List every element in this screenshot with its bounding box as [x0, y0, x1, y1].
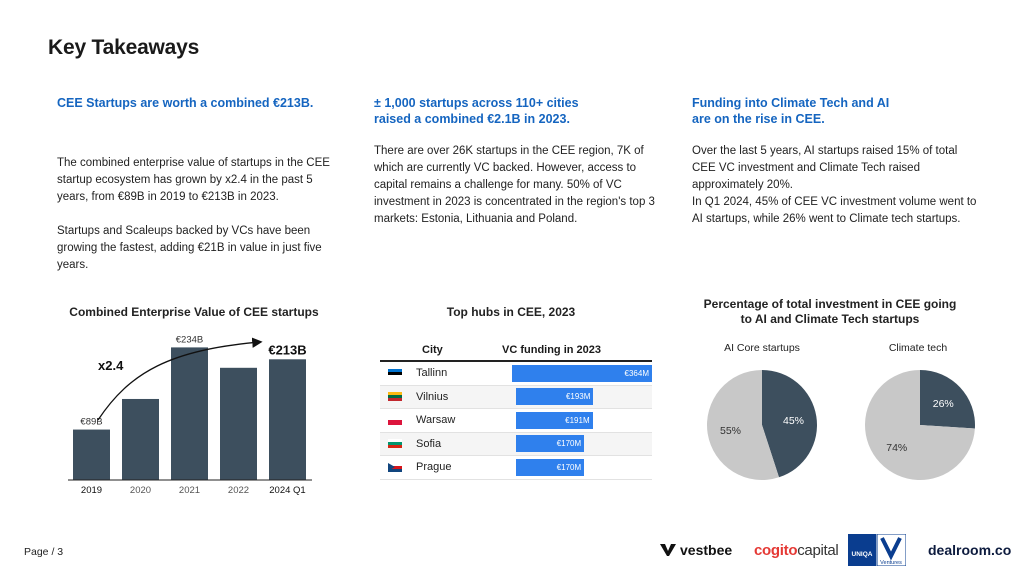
bar-2021 — [171, 347, 208, 480]
climate-pie-chart: 26% 74% — [865, 370, 975, 480]
category-label: 2022 — [228, 485, 249, 496]
cogito-wordmark: cogito — [754, 541, 798, 559]
bar-value-label: €234B — [176, 334, 203, 345]
takeaway-hubs: ± 1,000 startups across 110+ cities rais… — [374, 95, 659, 228]
funding-bar: €191M — [516, 411, 593, 429]
city-name: Sofia — [416, 437, 442, 450]
vestbee-icon — [660, 544, 676, 556]
capital-wordmark: capital — [797, 541, 839, 559]
table-row: Sofia €170M — [380, 432, 652, 456]
takeaway-valuation: CEE Startups are worth a combined €213B.… — [57, 95, 342, 274]
takeaway-paragraph: In Q1 2024, 45% of CEE VC investment vol… — [692, 196, 977, 225]
takeaway-paragraph: Over the last 5 years, AI startups raise… — [692, 145, 958, 191]
category-label: 2024 Q1 — [269, 485, 305, 496]
heading-line: ± 1,000 startups across 110+ cities — [374, 96, 579, 110]
category-label: 2020 — [130, 485, 151, 496]
column-header-city: City — [422, 344, 443, 356]
takeaway-heading: CEE Startups are worth a combined €213B. — [57, 96, 314, 110]
table-header: City VC funding in 2023 — [380, 340, 652, 362]
pie-slice-label: 74% — [886, 442, 907, 454]
bar-2019 — [73, 429, 110, 480]
funding-bar: €364M — [511, 364, 652, 382]
bar-value-label: €89B — [80, 417, 102, 428]
takeaway-heading: ± 1,000 startups across 110+ cities rais… — [374, 95, 659, 127]
flag-icon — [388, 415, 402, 425]
pie-chart-title: Percentage of total investment in CEE go… — [690, 297, 970, 327]
bar-value-label: €213B — [268, 342, 306, 357]
takeaway-paragraph: There are over 26K startups in the CEE r… — [374, 145, 655, 225]
takeaway-paragraph: Startups and Scaleups backed by VCs have… — [57, 225, 322, 271]
top-hubs-table: City VC funding in 2023 Tallinn €364M Viln… — [380, 340, 652, 480]
cogito-capital-logo: cogito capital — [754, 534, 839, 566]
heading-line: raised a combined €2.1B in 2023. — [374, 112, 570, 126]
takeaway-heading: Funding into Climate Tech and AI are on … — [692, 95, 977, 127]
city-name: Warsaw — [416, 414, 456, 427]
table-row: Vilnius €193M — [380, 385, 652, 409]
pie-slice-label: 45% — [783, 415, 804, 427]
bar-2022 — [220, 367, 257, 480]
pie-label-climate: Climate tech — [888, 342, 948, 354]
uniqa-ventures-icon: UNIQA Ventures — [848, 534, 906, 566]
partner-logos: vestbee cogito capital UNIQA Ventures dea… — [650, 534, 1012, 566]
pie-label-ai: AI Core startups — [724, 342, 800, 354]
growth-multiplier-label: x2.4 — [98, 358, 124, 373]
city-name: Prague — [416, 461, 452, 474]
vestbee-wordmark: vestbee — [680, 542, 733, 558]
uniqa-ventures-logo: UNIQA Ventures — [848, 534, 906, 566]
growth-arrow — [97, 337, 263, 421]
pie-slice — [920, 370, 975, 429]
flag-icon — [388, 368, 402, 378]
funding-bar: €193M — [516, 388, 594, 406]
flag-icon — [388, 392, 402, 402]
pie-slice — [762, 370, 817, 478]
category-label: 2021 — [179, 485, 200, 496]
pie-slice — [706, 370, 779, 480]
pie-slice — [865, 370, 975, 480]
funding-bar: €170M — [516, 435, 585, 453]
page-number: Page / 3 — [24, 546, 64, 558]
flag-icon — [388, 462, 402, 472]
flag-icon — [388, 439, 402, 449]
table-row: Warsaw €191M — [380, 409, 652, 433]
city-name: Vilnius — [416, 390, 449, 403]
column-header-funding: VC funding in 2023 — [502, 344, 602, 356]
city-name: Tallinn — [416, 367, 448, 380]
title-line: Percentage of total investment in CEE go… — [703, 297, 957, 311]
title-line: to AI and Climate Tech startups — [740, 312, 920, 326]
enterprise-value-bar-chart: €89B 2019 2020 €234B 2021 2022 €213B 2024 Q1 x2… — [68, 334, 312, 496]
hubs-table-title: Top hubs in CEE, 2023 — [446, 305, 576, 319]
category-label: 2019 — [81, 485, 102, 496]
uniqa-text: UNIQA — [852, 551, 873, 558]
funding-bar: €170M — [516, 458, 585, 476]
pie-slice-label: 55% — [720, 425, 741, 437]
takeaway-paragraph: The combined enterprise value of startup… — [57, 157, 330, 203]
bar-chart-title: Combined Enterprise Value of CEE startup… — [69, 305, 319, 319]
vestbee-logo: vestbee — [660, 534, 732, 566]
bar-2020 — [122, 398, 159, 480]
takeaway-climate-ai: Funding into Climate Tech and AI are on … — [692, 95, 977, 228]
table-row: Tallinn €364M — [380, 362, 652, 386]
ai-pie-chart: 45% 55% — [706, 370, 817, 480]
bar-2024-q1 — [269, 359, 306, 480]
heading-line: are on the rise in CEE. — [692, 112, 825, 126]
page-title: Key Takeaways — [48, 36, 200, 59]
pie-slice-label: 26% — [933, 398, 954, 410]
table-row: Prague €170M — [380, 456, 652, 480]
heading-line: Funding into Climate Tech and AI — [692, 96, 890, 110]
dealroom-logo: dealroom.co — [928, 542, 1012, 558]
ventures-text: Ventures — [880, 560, 902, 566]
